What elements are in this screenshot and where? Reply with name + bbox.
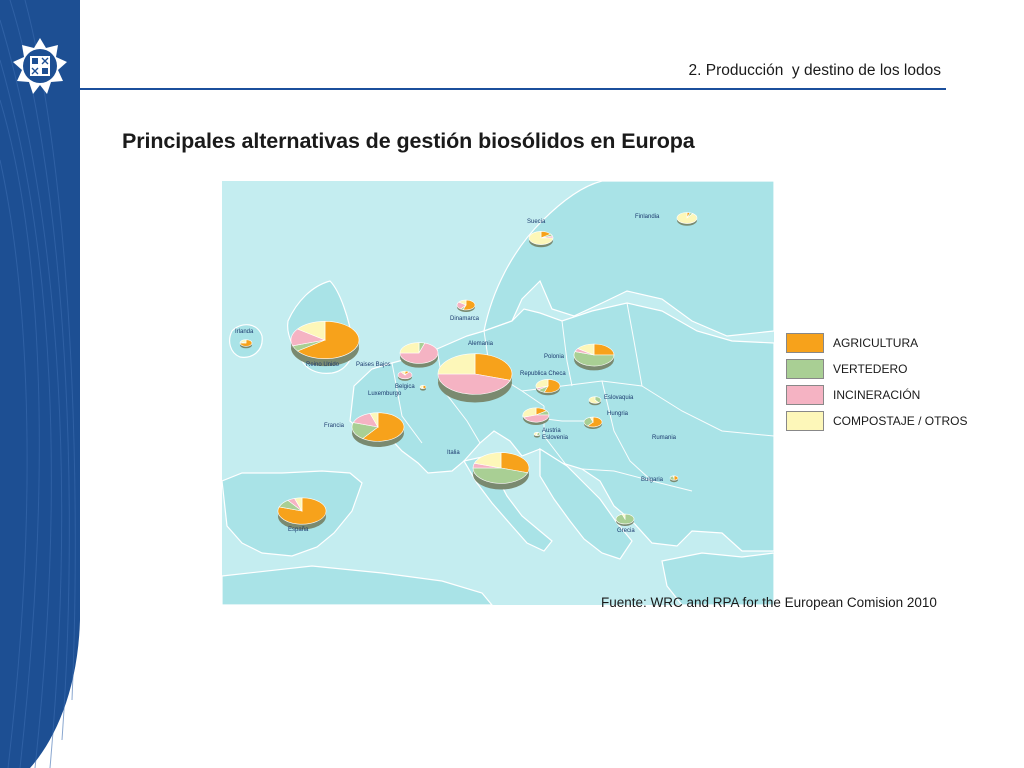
country-label-belgica: Belgica	[395, 384, 415, 390]
pie-slice-agricultura	[593, 343, 615, 356]
pie-slice-compostaje-/-otros	[400, 370, 406, 376]
country-label-irlanda: Irlanda	[235, 329, 254, 335]
country-label-finlandia: Finlandia	[635, 214, 660, 220]
country-label-francia: Francia	[324, 423, 345, 429]
pie-slice-compostaje-/-otros	[437, 353, 476, 375]
country-label-italia: Italia	[447, 450, 460, 456]
country-label-paises-bajos: Paises Bajos	[356, 362, 391, 368]
pie-dinamarca: Dinamarca	[450, 299, 480, 322]
country-label-reino-unido: Reino Unido	[306, 362, 340, 368]
university-logo	[13, 38, 67, 94]
pie-slice-agricultura	[239, 339, 253, 347]
pie-hungria: Hungria	[583, 411, 629, 429]
legend-swatch	[786, 411, 824, 431]
country-label-polonia: Polonia	[544, 354, 565, 360]
pie-espana: España	[277, 497, 327, 533]
pie-slice-agricultura	[277, 497, 327, 525]
pie-slice-compostaje-/-otros	[672, 475, 675, 480]
country-label-alemania: Alemania	[468, 341, 494, 347]
country-label-eslovaquia: Eslovaquia	[604, 395, 634, 401]
pie-slice-vertedero	[573, 351, 615, 367]
header-divider	[80, 88, 946, 90]
pie-slice-compostaje-/-otros	[533, 432, 538, 436]
pie-finlandia: Finlandia	[635, 212, 698, 226]
pie-irlanda: Irlanda	[235, 329, 254, 349]
country-label-austria: Austria	[542, 428, 561, 434]
legend-swatch	[786, 333, 824, 353]
legend-label: INCINERACIÓN	[833, 388, 921, 402]
pie-slice-compostaje-/-otros	[369, 412, 379, 429]
country-label-luxemburgo: Luxemburgo	[368, 391, 402, 397]
pie-slice-compostaje-/-otros	[294, 497, 303, 513]
side-band	[0, 0, 80, 768]
pie-rumania: Rumania	[652, 435, 677, 441]
pie-slice-vertedero	[472, 467, 529, 484]
country-label-espana: España	[288, 527, 309, 533]
pie-slice-compostaje-/-otros	[399, 342, 420, 354]
pie-slice-agricultura	[500, 452, 530, 474]
pie-eslovaquia: Eslovaquia	[588, 395, 634, 406]
pie-slice-compostaje-/-otros	[589, 416, 594, 424]
pie-slice-compostaje-/-otros	[621, 513, 626, 521]
pie-slice-compostaje-/-otros	[535, 379, 549, 389]
header-title: 2. Producción y destino de los lodos	[688, 62, 941, 79]
legend-swatch	[786, 359, 824, 379]
pie-reino-unido: Reino Unido	[290, 320, 360, 368]
pie-polonia: Polonia	[544, 343, 615, 371]
pie-slice-compostaje-/-otros	[522, 407, 537, 418]
europe-map: Suecia Finlandia Irlanda Dinamarca Reino Uni…	[222, 181, 774, 605]
pie-eslovenia: Eslovenia	[533, 432, 569, 441]
pie-grecia: Grecia	[615, 513, 635, 534]
pie-slice-agricultura	[296, 320, 360, 359]
legend-label: VERTEDERO	[833, 362, 908, 376]
pie-slice-incineracion	[523, 414, 550, 423]
pie-slice-compostaje-/-otros	[473, 452, 502, 469]
pie-slice-incineracion	[437, 373, 511, 395]
pie-slice-compostaje-/-otros	[458, 299, 467, 306]
country-label-dinamarca: Dinamarca	[450, 316, 480, 322]
country-label-rumania: Rumania	[652, 435, 677, 441]
page-title: Principales alternativas de gestión bios…	[122, 129, 695, 153]
pie-slice-compostaje-/-otros	[296, 320, 326, 341]
pie-slice-compostaje-/-otros	[588, 396, 600, 404]
pie-luxemburgo: Luxemburgo	[368, 385, 427, 397]
pie-italia: Italia	[447, 450, 530, 490]
pie-slice-agricultura	[587, 416, 603, 428]
pie-slice-compostaje-/-otros	[239, 339, 247, 344]
country-label-hungria: Hungria	[607, 411, 629, 417]
pie-slice-compostaje-/-otros	[528, 231, 554, 245]
pie-francia: Francia	[324, 412, 405, 448]
country-label-grecia: Grecia	[617, 528, 635, 534]
legend-swatch	[786, 385, 824, 405]
country-label-suecia: Suecia	[527, 219, 546, 225]
legend-label: COMPOSTAJE / OTROS	[833, 414, 968, 428]
pie-slice-agricultura	[673, 475, 679, 481]
pie-belgica: Belgica	[395, 370, 415, 390]
pie-slice-vertedero	[536, 432, 541, 436]
pie-republica-checa: Republica Checa	[520, 371, 566, 396]
country-label-bulgaria: Bulgaria	[641, 477, 664, 483]
pie-slice-agricultura	[362, 412, 405, 442]
pie-bulgaria: Bulgaria	[641, 475, 679, 483]
source-note: Fuente: WRC and RPA for the European Com…	[601, 595, 937, 610]
pie-slice-compostaje-/-otros	[676, 212, 698, 224]
pie-slice-agricultura	[422, 385, 427, 389]
pie-alemania: Alemania	[437, 341, 513, 403]
pie-austria: Austria	[522, 407, 561, 434]
legend-label: AGRICULTURA	[833, 336, 919, 350]
pie-slice-compostaje-/-otros	[419, 385, 424, 389]
pie-suecia: Suecia	[527, 219, 554, 248]
pie-slice-agricultura	[474, 353, 513, 381]
pie-paises-bajos: Paises Bajos	[356, 342, 439, 368]
pie-slice-compostaje-/-otros	[577, 343, 595, 356]
country-label-eslovenia: Eslovenia	[542, 435, 569, 441]
country-label-republica-checa: Republica Checa	[520, 371, 566, 377]
